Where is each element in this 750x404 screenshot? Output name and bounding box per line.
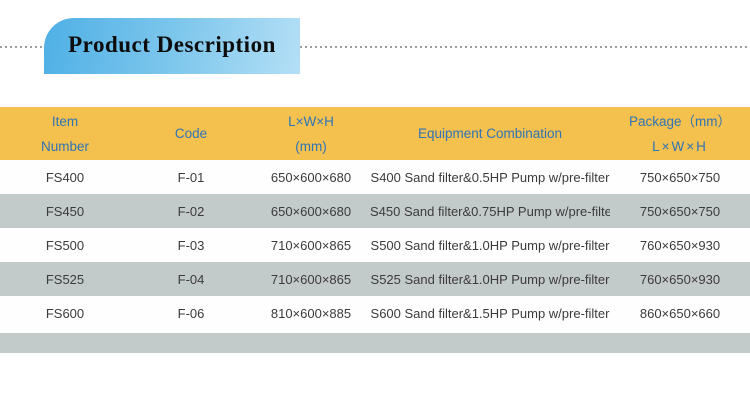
cell-equipment: S600 Sand filter&1.5HP Pump w/pre-filter — [370, 305, 610, 321]
cell-item-number: FS600 — [45, 305, 85, 321]
col-header-line: (mm) — [295, 138, 327, 154]
table-row: FS450 F-02 650×600×680 S450 Sand filter&… — [0, 194, 750, 228]
cell-code: F-02 — [177, 203, 205, 219]
cell-code: F-06 — [177, 305, 205, 321]
cell-package: 760×650×930 — [639, 237, 721, 253]
cell-package: 760×650×930 — [639, 271, 721, 287]
cell-lwh: 650×600×680 — [270, 203, 352, 219]
section-title: Product Description — [68, 32, 276, 57]
cell-lwh: 650×600×680 — [270, 169, 352, 185]
cell-equipment: S450 Sand filter&0.75HP Pump w/pre-filte… — [370, 203, 610, 219]
cell-lwh: 710×600×865 — [270, 237, 352, 253]
spec-table-header: Item Number Code L×W×H (mm) Equipment Co… — [0, 107, 750, 160]
col-header-equipment-combination: Equipment Combination — [370, 107, 610, 160]
col-header-item-number: Item Number — [0, 107, 130, 160]
table-row: FS525 F-04 710×600×865 S525 Sand filter&… — [0, 262, 750, 296]
table-row: FS400 F-01 650×600×680 S400 Sand filter&… — [0, 160, 750, 194]
table-row: FS600 F-06 810×600×885 S600 Sand filter&… — [0, 296, 750, 330]
col-header-line: Package（mm） — [628, 113, 732, 129]
spec-table-body: FS400 F-01 650×600×680 S400 Sand filter&… — [0, 160, 750, 330]
table-row: FS500 F-03 710×600×865 S500 Sand filter&… — [0, 228, 750, 262]
cell-code: F-03 — [177, 237, 205, 253]
col-header-line: L×W×H — [652, 138, 708, 154]
cell-package: 860×650×660 — [639, 305, 721, 321]
col-header-line: Code — [174, 126, 208, 141]
col-header-line: Number — [40, 138, 89, 154]
cell-item-number: FS450 — [45, 203, 85, 219]
col-header-line: Item — [51, 113, 79, 129]
dotted-divider — [0, 46, 750, 48]
cell-equipment: S525 Sand filter&1.0HP Pump w/pre-filter — [370, 271, 610, 287]
cell-item-number: FS400 — [45, 169, 85, 185]
cell-package: 750×650×750 — [639, 203, 721, 219]
cell-item-number: FS500 — [45, 237, 85, 253]
cell-lwh: 810×600×885 — [270, 305, 352, 321]
header-row: Item Number Code L×W×H (mm) Equipment Co… — [0, 107, 750, 160]
col-header-code: Code — [130, 107, 252, 160]
col-header-line: L×W×H — [288, 113, 334, 129]
cell-equipment: S400 Sand filter&0.5HP Pump w/pre-filter — [370, 169, 610, 185]
cell-lwh: 710×600×865 — [270, 271, 352, 287]
spec-table: Item Number Code L×W×H (mm) Equipment Co… — [0, 107, 750, 330]
cell-equipment: S500 Sand filter&1.0HP Pump w/pre-filter — [370, 237, 610, 253]
cell-code: F-04 — [177, 271, 205, 287]
cell-code: F-01 — [177, 169, 205, 185]
section-banner: Product Description — [44, 18, 300, 74]
col-header-line: Equipment Combination — [417, 126, 563, 141]
col-header-package: Package（mm） L×W×H — [610, 107, 750, 160]
empty-gray-row — [0, 333, 750, 353]
cell-package: 750×650×750 — [639, 169, 721, 185]
cell-item-number: FS525 — [45, 271, 85, 287]
col-header-lwh: L×W×H (mm) — [252, 107, 370, 160]
